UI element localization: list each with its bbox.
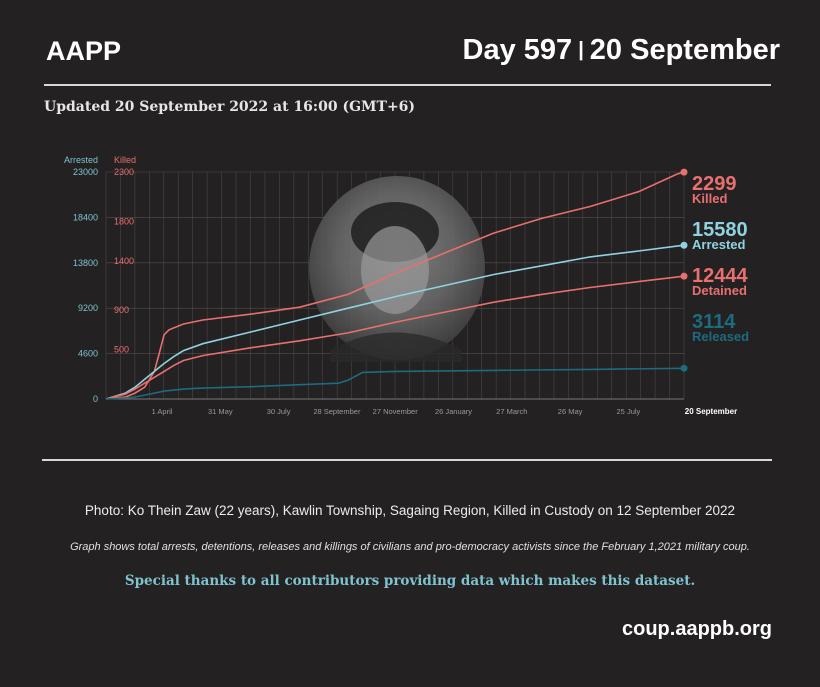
series-value-detained: 12444 (692, 265, 748, 287)
series-value-arrested: 15580 (692, 219, 748, 241)
left-tick-label: 9200 (78, 303, 98, 313)
site-url[interactable]: coup.aappb.org (622, 618, 772, 640)
left-tick-label: 0 (93, 394, 98, 404)
current-date: 20 September (589, 34, 780, 66)
day-count: Day 597 (462, 34, 573, 66)
x-tick-label: 26 January (435, 407, 472, 416)
series-value-killed: 2299 (692, 173, 737, 195)
left-tick-label: 23000 (73, 167, 98, 177)
killed-tick-label: 1800 (114, 216, 134, 226)
graph-note: Graph shows total arrests, detentions, r… (70, 541, 750, 553)
killed-tick-label: 2300 (114, 167, 134, 177)
left-tick-label: 4600 (78, 349, 98, 359)
series-name-killed: Killed (692, 191, 727, 206)
x-tick-label: 27 March (496, 407, 527, 416)
series-name-arrested: Arrested (692, 237, 746, 252)
series-name-detained: Detained (692, 283, 747, 298)
x-tick-label: 27 November (373, 407, 419, 416)
series-value-released: 3114 (692, 311, 736, 333)
axes: Arrested Killed 0 4600 9200 13800 18400 23000 50… (64, 155, 737, 416)
x-tick-label: 25 July (617, 407, 641, 416)
series-end-point-killed (680, 168, 688, 176)
day-date-title: Day 597 | 20 September (463, 34, 780, 67)
portrait-photo (309, 176, 485, 362)
bottom-divider (42, 459, 772, 461)
left-tick-label: 18400 (73, 212, 98, 222)
series-end-point-detained (680, 272, 688, 280)
killed-tick-label: 1400 (114, 256, 134, 266)
series-line-killed (105, 171, 685, 400)
right-axis-label: Killed (114, 155, 136, 165)
x-tick-label: 31 May (208, 407, 233, 416)
title-separator: | (578, 39, 584, 61)
top-divider (44, 84, 771, 86)
left-axis-label: Arrested (64, 155, 98, 165)
series-lines (105, 168, 688, 400)
updated-timestamp: Updated 20 September 2022 at 16:00 (GMT+… (44, 99, 416, 115)
series-name-released: Released (692, 329, 749, 344)
series-line-released (105, 367, 685, 400)
series-line-arrested (105, 244, 685, 400)
left-tick-label: 13800 (73, 258, 98, 268)
series-end-point-released (680, 364, 688, 372)
cumulative-chart: Arrested Killed 0 4600 9200 13800 18400 23000 50… (64, 155, 749, 416)
series-line-detained (105, 275, 685, 400)
killed-tick-label: 900 (114, 305, 129, 315)
killed-tick-label: 500 (114, 345, 129, 355)
x-tick-label: 28 September (313, 407, 361, 416)
x-tick-label: 30 July (267, 407, 291, 416)
thanks-text: Special thanks to all contributors provi… (124, 573, 696, 589)
x-tick-label: 1 April (152, 407, 173, 416)
x-tick-label: 26 May (558, 407, 583, 416)
x-end-label: 20 September (685, 407, 737, 416)
series-end-point-arrested (680, 241, 688, 249)
brand-title: AAPP (46, 36, 122, 66)
photo-caption: Photo: Ko Thein Zaw (22 years), Kawlin T… (84, 503, 736, 518)
